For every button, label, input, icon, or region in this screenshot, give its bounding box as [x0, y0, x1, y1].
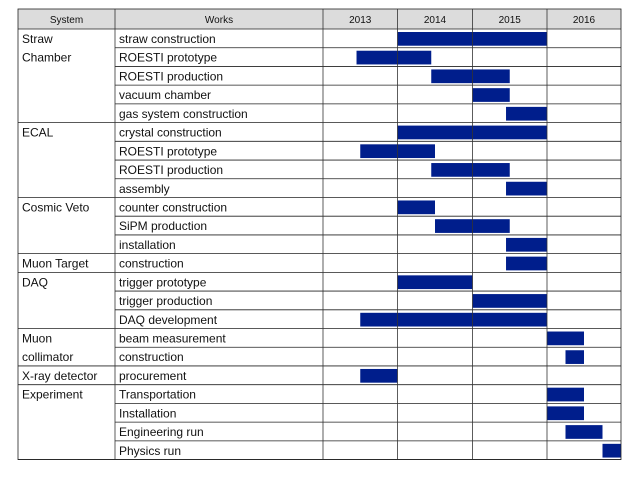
work-label: Physics run [119, 444, 181, 458]
gantt-bar [397, 200, 435, 215]
gantt-bar [547, 331, 584, 346]
gantt-bar [565, 350, 584, 364]
gantt-bar [602, 443, 621, 458]
gantt-bar [360, 368, 398, 383]
system-label: collimator [22, 350, 73, 364]
header-year-2014: 2014 [424, 15, 447, 26]
system-label: Straw [22, 32, 53, 46]
work-label: vacuum chamber [119, 88, 211, 102]
gantt-bar [547, 406, 584, 421]
work-label: trigger prototype [119, 275, 207, 289]
work-label: construction [119, 257, 184, 271]
gantt-bar [472, 294, 547, 308]
header-year-2016: 2016 [573, 15, 596, 26]
gantt-bar [356, 50, 432, 65]
work-label: SiPM production [119, 219, 207, 233]
gantt-bar [397, 275, 473, 290]
system-label: Cosmic Veto [22, 200, 90, 214]
system-label: Experiment [22, 388, 83, 402]
work-label: Installation [119, 406, 176, 420]
gantt-bar [506, 181, 547, 196]
work-label: ROESTI prototype [119, 144, 217, 158]
work-label: installation [119, 238, 176, 252]
system-label: ECAL [22, 126, 54, 140]
gantt-bar [506, 237, 547, 252]
work-label: Transportation [119, 388, 196, 402]
work-label: beam measurement [119, 332, 226, 346]
gantt-bar [431, 69, 510, 84]
gantt-bar [506, 106, 547, 121]
gantt-bar [506, 256, 547, 271]
gantt-bar [472, 88, 510, 102]
work-label: straw construction [119, 32, 216, 46]
work-label: assembly [119, 182, 170, 196]
header-works: Works [205, 15, 233, 26]
work-label: procurement [119, 369, 187, 383]
system-label: X-ray detector [22, 369, 97, 383]
header-row [18, 9, 621, 29]
system-label: Muon [22, 332, 52, 346]
system-label: DAQ [22, 275, 48, 289]
work-label: trigger production [119, 294, 212, 308]
gantt-bar [547, 387, 584, 402]
gantt-bar [360, 312, 547, 327]
table-border [17, 8, 622, 460]
header-system: System [50, 15, 83, 26]
header-year-2013: 2013 [349, 15, 372, 26]
system-label: Muon Target [22, 257, 89, 271]
header-year-2015: 2015 [499, 15, 522, 26]
system-label: Chamber [22, 51, 71, 65]
work-label: gas system construction [119, 107, 248, 121]
work-label: DAQ development [119, 313, 218, 327]
work-label: ROESTI production [119, 69, 223, 83]
work-label: ROESTI production [119, 163, 223, 177]
work-label: construction [119, 350, 184, 364]
work-label: Engineering run [119, 425, 204, 439]
gantt-bar [565, 425, 603, 439]
work-label: counter construction [119, 200, 227, 214]
work-label: crystal construction [119, 126, 222, 140]
gantt-bar [431, 163, 510, 177]
work-label: ROESTI prototype [119, 51, 217, 65]
